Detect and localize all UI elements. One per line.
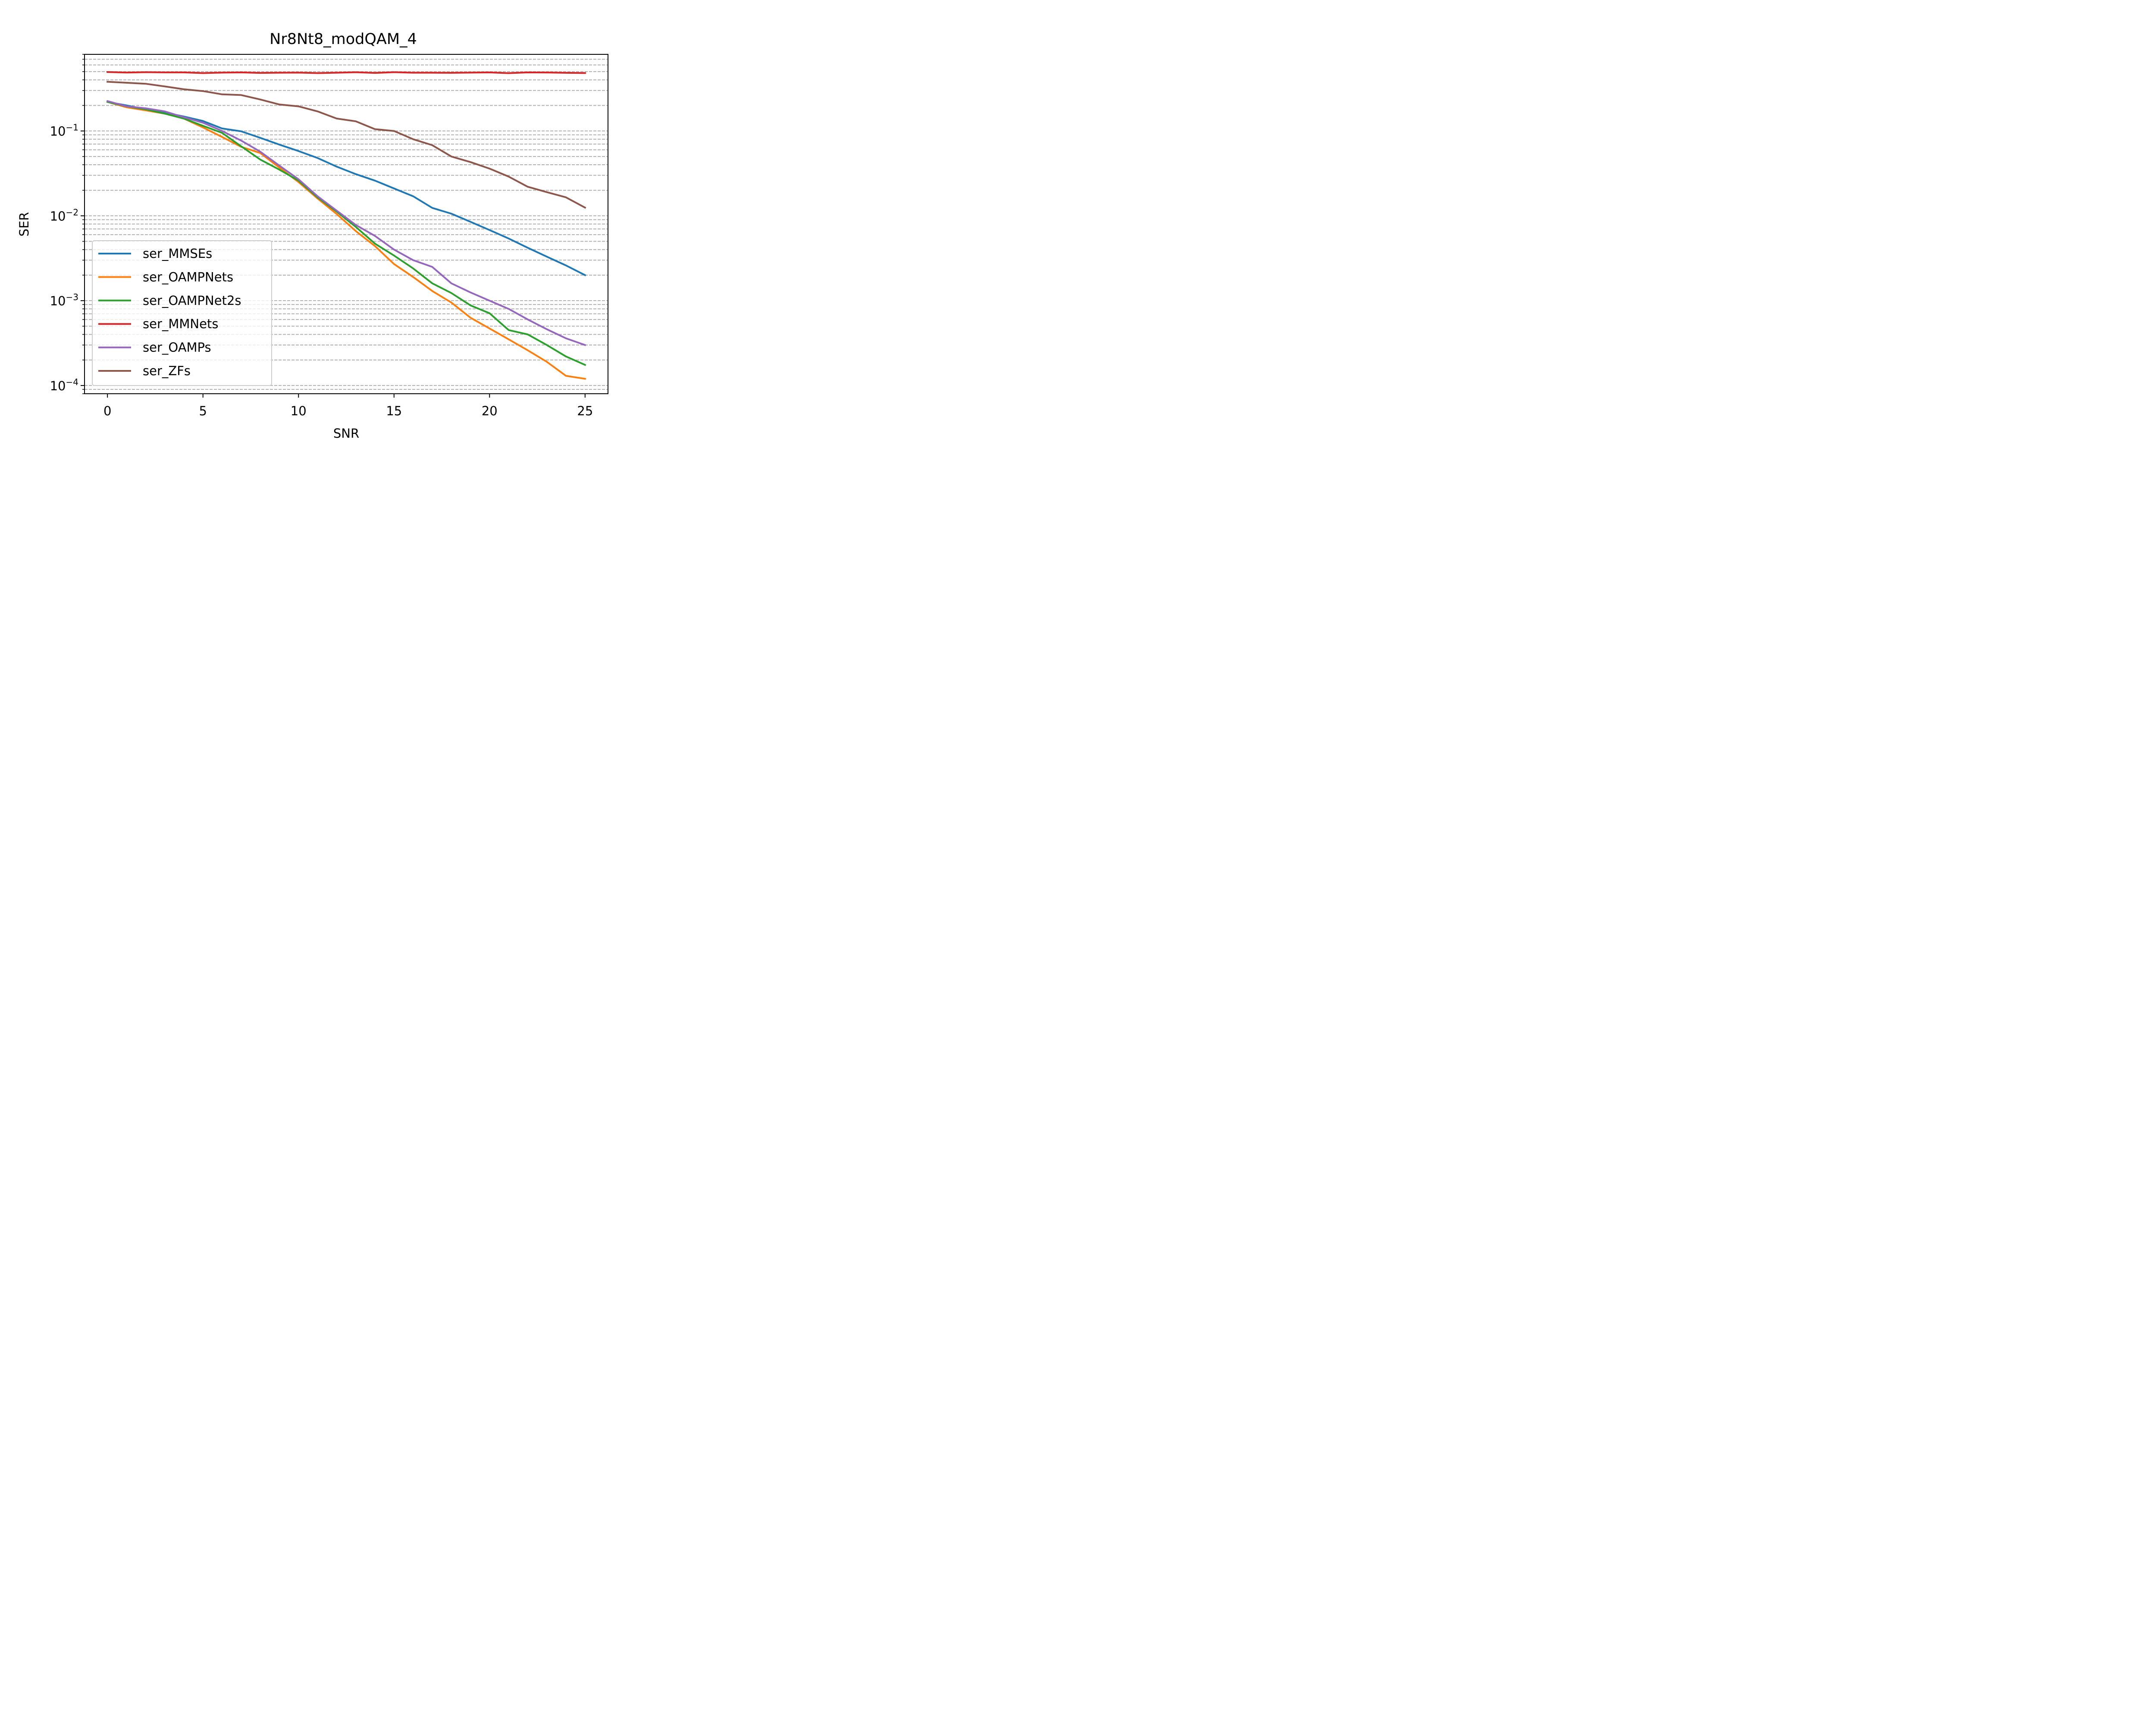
chart-title: Nr8Nt8_modQAM_4	[270, 31, 417, 48]
y-axis-label: SER	[17, 212, 31, 237]
x-tick-label: 5	[199, 404, 207, 418]
x-tick-label: 0	[103, 404, 111, 418]
legend-label-ser-mmnets: ser_MMNets	[143, 317, 218, 331]
series-line-ser-mmnets	[107, 71, 586, 74]
legend-label-ser-oamps: ser_OAMPs	[143, 340, 211, 355]
x-tick-label: 10	[291, 404, 307, 418]
legend-label-ser-oampnets: ser_OAMPNets	[143, 270, 233, 284]
series-line-ser-oamps	[106, 100, 586, 346]
x-tick-label: 25	[577, 404, 593, 418]
legend: ser_MMSEs ser_OAMPNets ser_OAMPNet2s ser_MM…	[92, 240, 272, 386]
x-tick-label: 15	[386, 404, 402, 418]
legend-box	[92, 240, 272, 386]
legend-label-ser-oampnet2s: ser_OAMPNet2s	[143, 293, 241, 308]
y-tick-label: 10−4	[50, 377, 78, 393]
series-line-ser-mmses	[106, 100, 586, 276]
x-axis-ticks: 0 5 10 15 20 25	[103, 394, 593, 418]
legend-label-ser-zfs: ser_ZFs	[143, 364, 191, 378]
series-line-ser-oampnet2s	[106, 100, 586, 366]
chart: Nr8Nt8_modQAM_4 0 5 10 15 20 25 10−410−310−21…	[0, 0, 667, 450]
series-lines	[106, 71, 586, 380]
x-tick-label: 20	[482, 404, 498, 418]
y-tick-label: 10−3	[50, 292, 78, 308]
y-axis-ticks: 10−4 10−3 10−2 10−1	[50, 54, 85, 394]
y-tick-label: 10−1	[50, 122, 78, 139]
legend-entries: ser_MMSEs ser_OAMPNets ser_OAMPNet2s ser_MM…	[98, 246, 241, 378]
legend-label-ser-mmses: ser_MMSEs	[143, 246, 212, 261]
x-axis-label: SNR	[333, 426, 359, 441]
series-line-ser-zfs	[107, 81, 586, 209]
y-tick-label: 10−2	[50, 207, 78, 223]
